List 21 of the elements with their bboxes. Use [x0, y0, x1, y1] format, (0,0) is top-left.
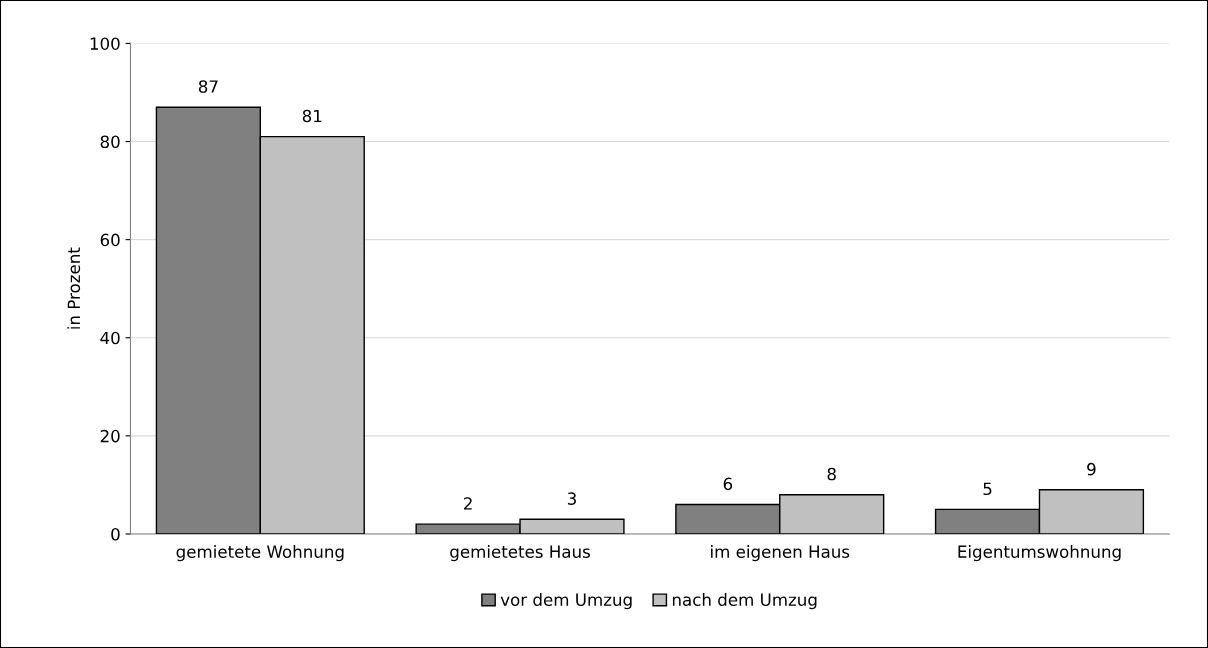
y-tick-label: 60 — [100, 233, 120, 247]
y-tick-label: 40 — [100, 331, 120, 345]
data-label: 81 — [302, 109, 322, 123]
x-tick-label: im eigenen Haus — [711, 545, 850, 562]
y-tick-label: 80 — [100, 135, 120, 149]
legend-label: vor dem Umzug — [500, 593, 632, 610]
y-tick-label: 0 — [111, 527, 120, 541]
data-label: 6 — [723, 477, 733, 491]
x-tick-label: Eigentumswohnung — [958, 545, 1121, 562]
data-label: 2 — [464, 497, 472, 510]
y-tick-label: 20 — [100, 429, 120, 443]
x-tick-label: gemietetes Haus — [450, 545, 590, 562]
y-axis-title: in Prozent — [67, 247, 81, 329]
data-label: 9 — [1087, 462, 1096, 476]
data-label: 87 — [198, 80, 218, 93]
legend-label: nach dem Umzug — [672, 593, 817, 610]
data-label: 8 — [827, 467, 836, 481]
x-tick-label: gemietete Wohnung — [176, 545, 344, 562]
y-tick-label: 100 — [90, 37, 120, 50]
data-label: 5 — [983, 482, 992, 496]
data-label: 3 — [567, 492, 576, 505]
